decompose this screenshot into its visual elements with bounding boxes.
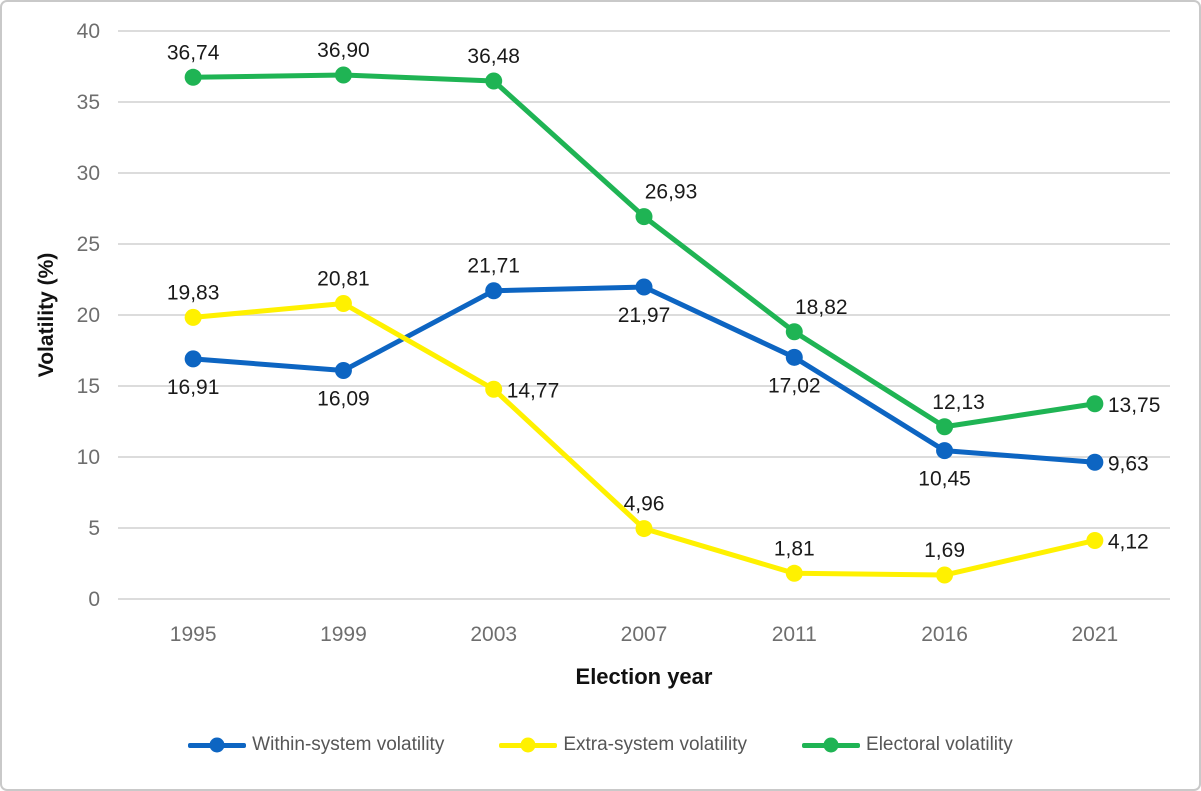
data-label: 36,48 bbox=[467, 45, 520, 68]
x-tick-label: 2011 bbox=[772, 623, 817, 646]
data-point bbox=[485, 282, 503, 300]
legend-marker-icon bbox=[188, 737, 247, 753]
data-label: 4,12 bbox=[1108, 530, 1149, 553]
data-point bbox=[184, 308, 202, 326]
data-point bbox=[334, 294, 352, 312]
legend-item-within-system-volatility: Within-system volatility bbox=[188, 734, 444, 756]
y-tick-label: 0 bbox=[88, 588, 100, 611]
data-label: 21,71 bbox=[467, 255, 520, 278]
data-point bbox=[1086, 395, 1104, 413]
x-tick-label: 2007 bbox=[621, 623, 668, 646]
data-label: 16,91 bbox=[167, 376, 220, 399]
data-label: 21,97 bbox=[618, 304, 671, 327]
data-label: 36,74 bbox=[167, 41, 220, 64]
x-tick-label: 2016 bbox=[921, 623, 968, 646]
x-tick-label: 2021 bbox=[1071, 623, 1118, 646]
y-tick-label: 20 bbox=[77, 304, 100, 327]
legend-marker-dot-icon bbox=[209, 737, 225, 753]
legend-marker-icon bbox=[499, 737, 558, 753]
legend-item-extra-system-volatility: Extra-system volatility bbox=[499, 734, 747, 756]
data-label: 36,90 bbox=[317, 39, 370, 62]
data-label: 14,77 bbox=[507, 379, 560, 402]
data-label: 20,81 bbox=[317, 267, 370, 290]
data-point bbox=[635, 278, 653, 296]
legend-label: Electoral volatility bbox=[866, 734, 1013, 755]
data-point bbox=[635, 520, 653, 538]
y-axis-title: Volatility (%) bbox=[35, 253, 58, 377]
legend-marker-dot-icon bbox=[823, 737, 839, 753]
data-point bbox=[785, 564, 803, 582]
data-label: 9,63 bbox=[1108, 452, 1149, 475]
data-point bbox=[936, 418, 954, 436]
data-point bbox=[785, 348, 803, 366]
y-tick-label: 5 bbox=[88, 517, 100, 540]
data-point bbox=[936, 442, 954, 460]
data-label: 19,83 bbox=[167, 281, 220, 304]
data-point bbox=[334, 66, 352, 84]
x-tick-label: 1995 bbox=[170, 623, 217, 646]
y-tick-label: 25 bbox=[77, 233, 100, 256]
data-point bbox=[485, 380, 503, 398]
data-label: 13,75 bbox=[1108, 394, 1161, 417]
series-line-electoral-volatility bbox=[190, 72, 1098, 430]
data-label: 12,13 bbox=[932, 391, 985, 414]
data-point bbox=[936, 566, 954, 584]
data-point bbox=[334, 362, 352, 380]
chart-legend: Within-system volatility Extra-system vol… bbox=[2, 734, 1199, 756]
y-tick-label: 10 bbox=[77, 446, 100, 469]
data-point bbox=[184, 350, 202, 368]
data-label: 16,09 bbox=[317, 388, 370, 411]
data-label: 18,82 bbox=[795, 296, 848, 319]
data-label: 10,45 bbox=[918, 468, 971, 491]
data-label: 1,69 bbox=[924, 539, 965, 562]
data-point bbox=[635, 208, 653, 226]
data-point bbox=[1086, 531, 1104, 549]
data-point bbox=[485, 72, 503, 90]
legend-label: Extra-system volatility bbox=[563, 734, 748, 755]
data-point bbox=[785, 323, 803, 341]
x-tick-label: 1999 bbox=[320, 623, 367, 646]
data-label: 26,93 bbox=[645, 181, 698, 204]
x-tick-label: 2003 bbox=[470, 623, 517, 646]
data-label: 17,02 bbox=[768, 374, 821, 397]
legend-marker-icon bbox=[802, 737, 861, 753]
y-tick-label: 15 bbox=[77, 375, 100, 398]
data-label: 1,81 bbox=[774, 537, 815, 560]
data-point bbox=[184, 68, 202, 86]
y-tick-label: 40 bbox=[77, 20, 100, 43]
legend-marker-dot-icon bbox=[520, 737, 536, 753]
data-point bbox=[1086, 453, 1104, 471]
y-tick-label: 30 bbox=[77, 162, 100, 185]
data-label: 4,96 bbox=[624, 493, 665, 516]
y-tick-label: 35 bbox=[77, 91, 100, 114]
legend-label: Within-system volatility bbox=[252, 734, 445, 755]
legend-item-electoral-volatility: Electoral volatility bbox=[802, 734, 1013, 756]
x-axis-title: Election year bbox=[576, 664, 713, 689]
